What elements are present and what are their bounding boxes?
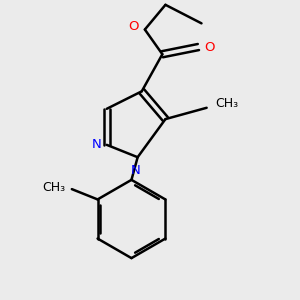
Text: O: O [205,40,215,53]
Text: O: O [128,20,139,33]
Text: N: N [92,138,102,152]
Text: N: N [131,164,140,177]
Text: CH₃: CH₃ [43,181,66,194]
Text: CH₃: CH₃ [215,97,238,110]
